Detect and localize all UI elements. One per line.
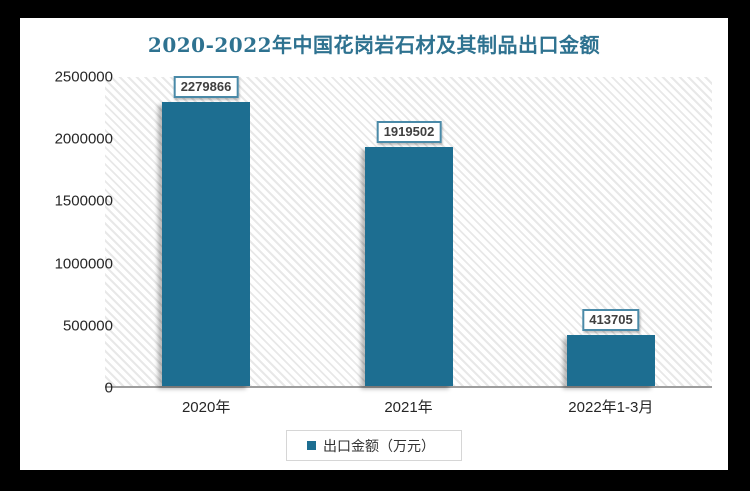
legend: 出口金额（万元） xyxy=(286,430,462,461)
y-axis-tick-label: 1500000 xyxy=(54,192,113,210)
chart-title: 2020-2022年中国花岗岩石材及其制品出口金额 xyxy=(147,33,601,57)
x-axis-category-label: 2021年 xyxy=(384,399,433,416)
y-axis-tick-label: 2000000 xyxy=(54,130,113,148)
y-axis-tick-label: 500000 xyxy=(62,317,113,335)
bar-data-label: 413705 xyxy=(582,309,640,331)
y-axis-tick-label: 0 xyxy=(104,379,113,397)
bar-data-label: 2279866 xyxy=(173,76,239,98)
bar-data-label: 1919502 xyxy=(376,121,442,143)
bar-2022年1-3月 xyxy=(567,335,655,386)
y-axis-tick-label: 1000000 xyxy=(54,255,113,273)
plot-area: 2279866 1919502 413705 xyxy=(105,76,712,388)
bar-2021年 xyxy=(365,147,453,386)
legend-swatch-icon xyxy=(307,441,316,450)
legend-label: 出口金额（万元） xyxy=(323,437,435,454)
y-axis-tick-label: 2500000 xyxy=(54,68,113,86)
chart-panel: 2020-2022年中国花岗岩石材及其制品出口金额 2279866 1919502… xyxy=(20,18,728,470)
x-axis-category-label: 2022年1-3月 xyxy=(568,399,654,416)
x-axis-category-label: 2020年 xyxy=(181,399,231,416)
bar-2020年 xyxy=(162,102,250,386)
